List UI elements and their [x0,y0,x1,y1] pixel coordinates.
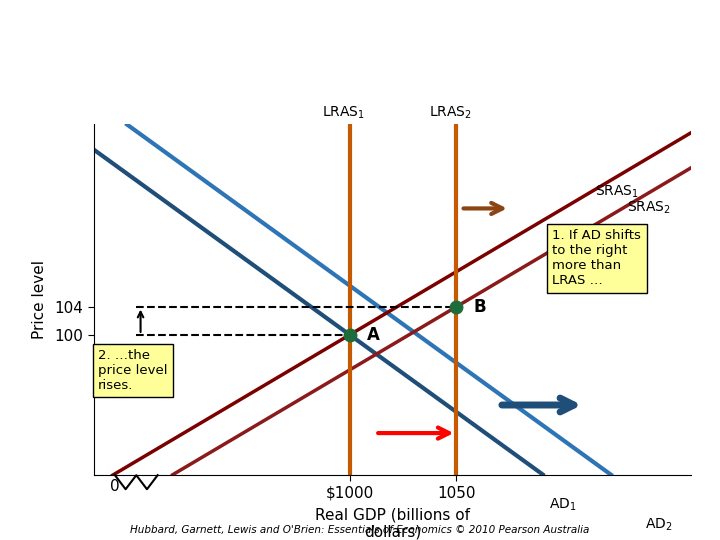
Text: AD$_1$: AD$_1$ [549,496,577,512]
Text: 0: 0 [110,478,120,494]
Text: SRAS$_1$: SRAS$_1$ [595,183,639,200]
Text: B: B [474,298,486,316]
Text: 2. …the
price level
rises.: 2. …the price level rises. [98,349,167,392]
Text: LRAS$_2$: LRAS$_2$ [428,104,472,120]
Text: Hubbard, Garnett, Lewis and O'Brien: Essentials of Economics © 2010 Pearson Aust: Hubbard, Garnett, Lewis and O'Brien: Ess… [130,524,590,535]
Y-axis label: Price level: Price level [32,260,48,339]
Text: 1. If AD shifts
to the right
more than
LRAS …: 1. If AD shifts to the right more than L… [552,230,642,287]
Text: AD$_2$: AD$_2$ [645,517,673,533]
Text: Using dynamic aggregate demand and aggregate
supply to understand inflation: Fig: Using dynamic aggregate demand and aggre… [14,22,674,76]
Text: A: A [366,326,379,344]
Text: SRAS$_2$: SRAS$_2$ [627,200,671,217]
X-axis label: Real GDP (billions of
dollars): Real GDP (billions of dollars) [315,508,470,540]
Text: LRAS$_1$: LRAS$_1$ [322,104,365,120]
